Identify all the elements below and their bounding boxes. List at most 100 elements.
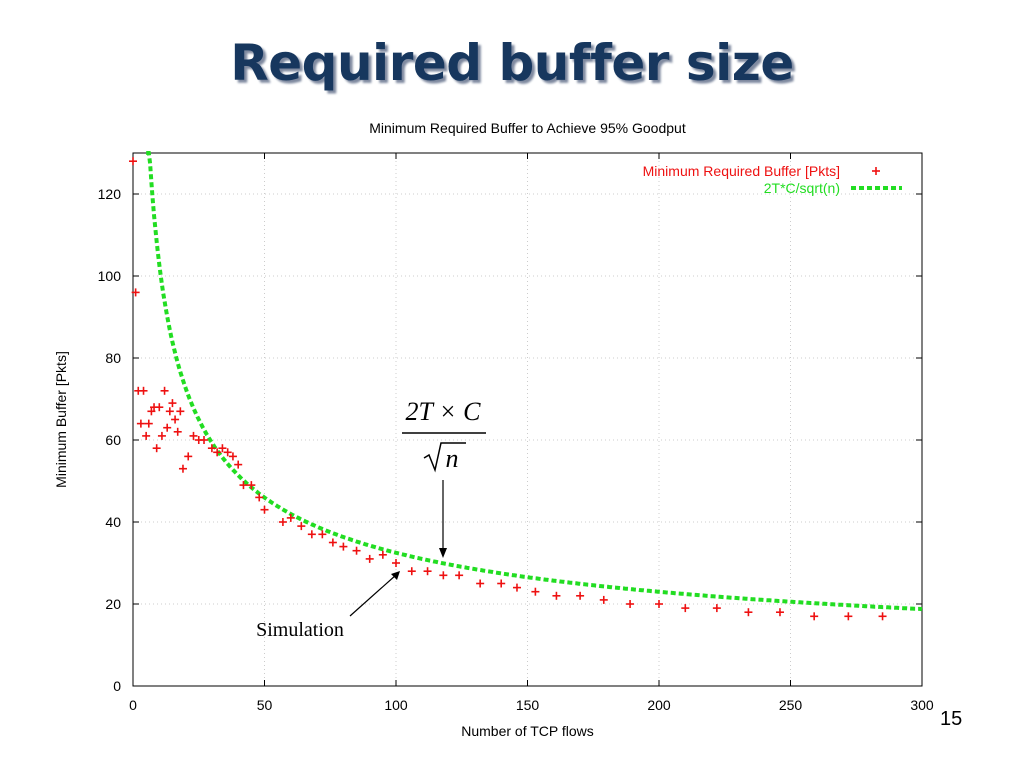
data-point (497, 579, 506, 588)
y-tick-label: 0 (113, 678, 121, 694)
data-point (681, 604, 690, 613)
data-point (339, 542, 348, 551)
data-point (423, 567, 432, 576)
x-tick-label: 300 (910, 697, 934, 713)
data-point (176, 407, 185, 416)
data-point (878, 612, 887, 621)
data-point (455, 571, 464, 580)
data-point (260, 505, 269, 514)
data-point (131, 288, 140, 297)
x-tick-label: 50 (257, 697, 273, 713)
chart-title: Minimum Required Buffer to Achieve 95% G… (369, 120, 686, 136)
slide-title: Required buffer size (230, 34, 794, 92)
data-point (712, 604, 721, 613)
data-point (286, 513, 295, 522)
data-point (136, 419, 145, 428)
data-point (160, 386, 169, 395)
data-point (239, 481, 248, 490)
y-tick-label: 100 (98, 268, 122, 284)
data-point (392, 559, 400, 567)
data-point (255, 493, 264, 502)
legend-marker-points (872, 167, 880, 175)
data-point (129, 157, 137, 166)
data-point (744, 608, 753, 617)
data-point (147, 407, 156, 416)
y-tick-label: 20 (105, 596, 121, 612)
simulation-label: Simulation (256, 619, 344, 641)
x-tick-label: 100 (384, 697, 408, 713)
data-point (157, 431, 166, 440)
data-point (476, 579, 485, 588)
data-point (439, 571, 448, 580)
data-point (328, 538, 337, 547)
data-point (189, 431, 198, 440)
formula-radicand: n (446, 444, 459, 473)
x-tick-label: 150 (516, 697, 540, 713)
y-axis: 0 20 40 60 80 100 120 (98, 186, 922, 694)
x-tick-label: 200 (647, 697, 671, 713)
data-point (378, 550, 387, 559)
formula-numerator: 2T × C (406, 397, 482, 426)
data-point (142, 431, 151, 440)
legend-label-curve: 2T*C/sqrt(n) (764, 180, 840, 196)
data-point (218, 444, 227, 453)
formula-sqrt-sign (423, 442, 466, 473)
data-point (234, 460, 243, 469)
data-point (775, 608, 784, 617)
x-tick-label: 250 (779, 697, 803, 713)
data-point (626, 600, 635, 608)
data-point (228, 452, 237, 461)
data-point (165, 407, 174, 416)
data-point (365, 554, 374, 563)
data-point (223, 448, 232, 457)
data-point (163, 423, 172, 432)
data-point (171, 415, 180, 424)
data-point (139, 386, 148, 395)
y-tick-label: 120 (98, 186, 122, 202)
data-point (213, 448, 222, 457)
data-point (178, 464, 187, 473)
data-point (184, 452, 193, 461)
simulation-arrow (349, 571, 400, 617)
data-point (318, 530, 327, 539)
legend-label-points: Minimum Required Buffer [Pkts] (643, 163, 840, 179)
data-point (278, 518, 287, 526)
data-point (352, 546, 361, 555)
data-point (407, 567, 416, 576)
data-point (810, 612, 819, 621)
legend: Minimum Required Buffer [Pkts] 2T*C/sqrt… (643, 163, 902, 196)
data-point (155, 403, 164, 412)
data-point (144, 419, 153, 428)
y-tick-label: 60 (105, 432, 121, 448)
plot-frame (132, 152, 923, 687)
data-point (247, 481, 256, 490)
data-point (173, 427, 182, 436)
x-axis-label: Number of TCP flows (461, 723, 594, 739)
data-point (168, 399, 177, 408)
series-curve-line (146, 151, 923, 612)
x-axis: 0 50 100 150 200 250 300 (129, 153, 934, 713)
y-axis-label: Minimum Buffer [Pkts] (53, 351, 69, 488)
data-point (200, 436, 209, 444)
legend-plus-marker (872, 167, 880, 175)
data-point (655, 600, 663, 608)
data-point (152, 444, 161, 453)
data-point (599, 595, 608, 604)
grid (133, 153, 922, 686)
series-points (129, 157, 887, 621)
data-point (207, 444, 216, 453)
formula-annotation: 2T × C n (402, 397, 486, 473)
data-point (576, 591, 585, 600)
slide-number: 15 (940, 708, 963, 730)
data-point (512, 583, 521, 592)
data-point (552, 591, 561, 600)
y-tick-label: 80 (105, 350, 121, 366)
formula-arrow (439, 480, 447, 558)
data-point (307, 530, 316, 539)
data-point (297, 522, 306, 531)
x-tick-label: 0 (129, 697, 137, 713)
data-point (531, 587, 540, 596)
data-point (844, 612, 853, 621)
y-tick-label: 40 (105, 514, 121, 530)
